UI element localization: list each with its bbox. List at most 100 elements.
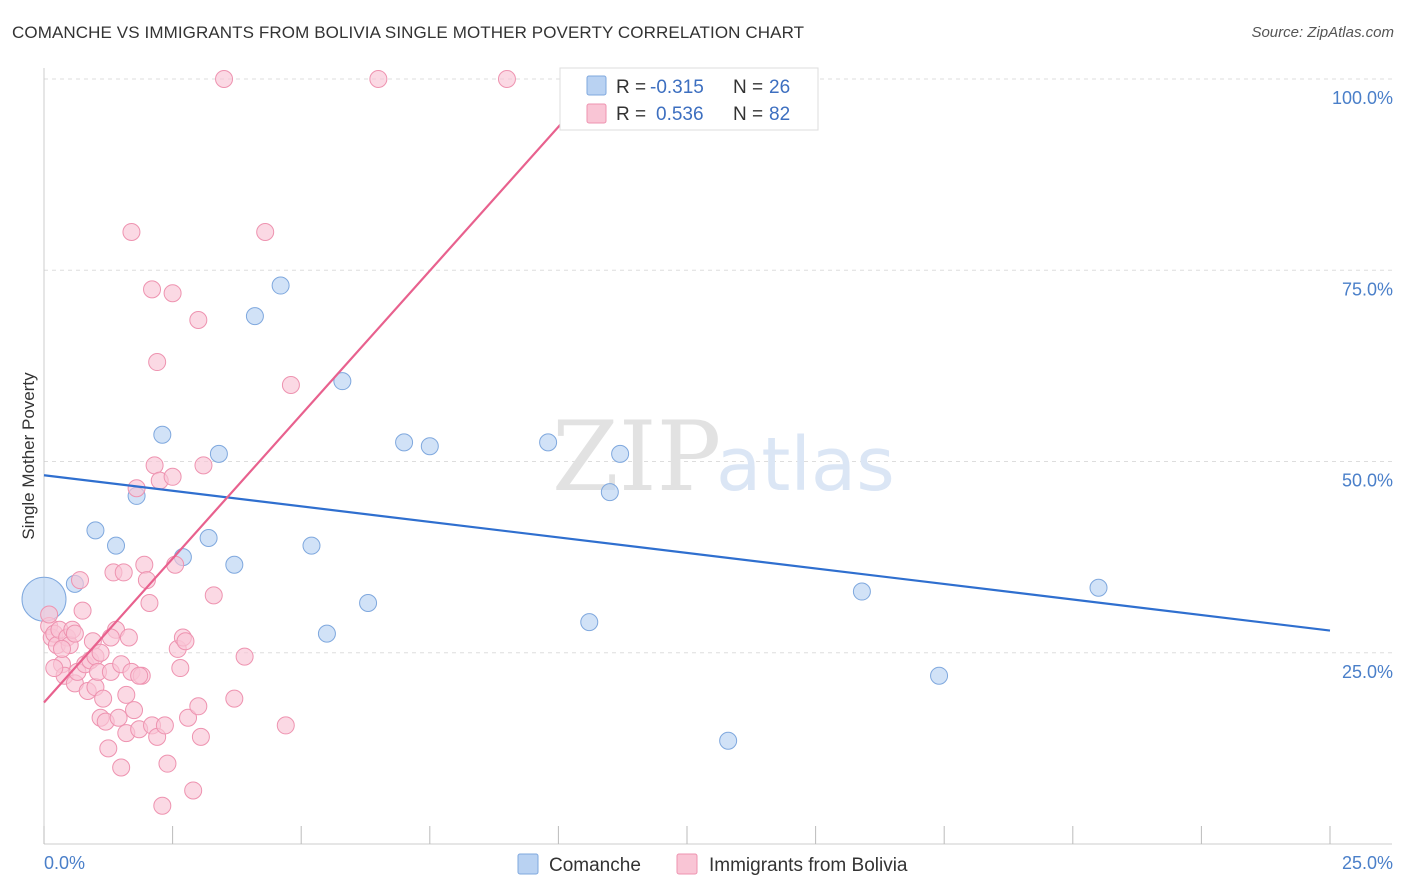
point-bolivia-68 [215, 70, 234, 88]
legend-bottom-bolivia: Immigrants from Bolivia [709, 855, 908, 876]
point-bolivia-56 [163, 284, 182, 303]
point-comanche-14 [333, 372, 352, 391]
legend-bottom-swatch-bolivia [676, 853, 698, 875]
point-comanche-21 [611, 444, 630, 463]
legend-r-label-comanche: R = [616, 77, 646, 98]
y-tick-label-2: 75.0% [1342, 279, 1393, 299]
point-bolivia-30 [109, 708, 128, 727]
legend-r-value-bolivia: 0.536 [656, 104, 704, 125]
point-bolivia-22 [91, 643, 110, 662]
point-bolivia-50 [155, 716, 174, 735]
point-comanche-15 [359, 594, 378, 613]
point-comanche-11 [271, 276, 290, 295]
legend-bottom: Comanche Immigrants from Bolivia [517, 853, 908, 876]
trend-line-bolivia [43, 120, 565, 704]
point-bolivia-55 [148, 353, 167, 372]
point-bolivia-44 [140, 594, 159, 613]
point-bolivia-52 [163, 467, 182, 486]
point-comanche-23 [852, 582, 871, 601]
point-comanche-7 [199, 529, 218, 547]
point-comanche-24 [930, 666, 949, 685]
x-tick-label-1: 25.0% [1342, 853, 1393, 873]
legend-r-value-comanche: -0.315 [650, 77, 704, 98]
x-tick-labels: 0.0% 25.0% [44, 853, 1393, 873]
point-bolivia-1 [40, 605, 59, 624]
point-bolivia-80 [45, 659, 64, 678]
point-comanche-19 [580, 613, 599, 632]
point-bolivia-41 [135, 555, 154, 574]
point-bolivia-32 [112, 758, 131, 777]
point-bolivia-76 [53, 639, 72, 658]
point-comanche-17 [420, 437, 439, 456]
source-label: Source: ZipAtlas.com [1251, 24, 1394, 41]
y-tick-label-0: 25.0% [1342, 662, 1393, 682]
legend-n-label-comanche: N = [733, 77, 763, 98]
point-comanche-5 [153, 425, 172, 444]
watermark: ZIP atlas [552, 401, 895, 513]
point-comanche-25 [1089, 578, 1108, 597]
point-bolivia-67 [204, 586, 223, 605]
trend-line-comanche [43, 474, 1331, 632]
legend-n-value-bolivia: 82 [769, 104, 790, 125]
point-bolivia-81 [117, 685, 136, 704]
point-bolivia-63 [189, 697, 208, 716]
point-comanche-16 [395, 433, 414, 452]
point-comanche-12 [302, 536, 321, 555]
legend-r-label-bolivia: R = [616, 104, 646, 125]
y-tick-labels: 25.0% 50.0% 75.0% 100.0% [1332, 88, 1393, 682]
point-bolivia-26 [99, 739, 118, 758]
grid-lines [44, 78, 1392, 654]
point-bolivia-77 [65, 624, 84, 643]
trend-lines [43, 120, 1331, 704]
point-bolivia-13 [71, 571, 90, 590]
legend-top: R = -0.315 N = 26 R = 0.536 N = 82 [559, 67, 819, 131]
y-tick-label-1: 50.0% [1342, 471, 1393, 491]
x-tick-label-0: 0.0% [44, 853, 85, 873]
point-bolivia-65 [194, 456, 213, 475]
legend-bottom-swatch-comanche [517, 853, 539, 875]
point-comanche-8 [209, 444, 228, 463]
point-bolivia-73 [276, 716, 295, 735]
point-comanche-10 [245, 307, 264, 326]
data-points [21, 70, 1108, 815]
point-bolivia-60 [176, 632, 195, 651]
point-bolivia-49 [153, 796, 172, 815]
point-comanche-13 [317, 624, 336, 643]
point-bolivia-58 [171, 659, 190, 678]
legend-n-value-comanche: 26 [769, 77, 790, 98]
point-comanche-20 [600, 483, 619, 502]
point-bolivia-14 [73, 601, 92, 620]
point-comanche-18 [539, 433, 558, 452]
point-bolivia-71 [256, 223, 275, 241]
point-bolivia-54 [143, 280, 162, 299]
point-comanche-2 [86, 521, 105, 540]
legend-bottom-comanche: Comanche [549, 855, 641, 876]
point-bolivia-79 [130, 666, 149, 685]
point-comanche-9 [225, 555, 244, 574]
chart-title: COMANCHE VS IMMIGRANTS FROM BOLIVIA SING… [12, 23, 805, 42]
point-bolivia-64 [191, 727, 210, 746]
legend-swatch-comanche [586, 75, 607, 96]
axes [43, 68, 1392, 845]
point-bolivia-70 [235, 647, 254, 666]
watermark-zip: ZIP [552, 401, 721, 513]
point-bolivia-72 [281, 376, 300, 394]
point-bolivia-24 [94, 689, 113, 708]
point-bolivia-46 [145, 456, 164, 475]
legend-n-label-bolivia: N = [733, 104, 763, 125]
point-bolivia-51 [158, 754, 177, 773]
point-bolivia-78 [101, 628, 120, 647]
point-bolivia-69 [225, 689, 244, 708]
watermark-atlas: atlas [716, 422, 895, 508]
point-comanche-22 [719, 731, 738, 750]
legend-swatch-bolivia [586, 103, 607, 124]
y-tick-label-3: 100.0% [1332, 88, 1393, 108]
point-bolivia-75 [497, 70, 516, 88]
point-comanche-3 [107, 536, 126, 555]
point-bolivia-53 [166, 555, 185, 574]
point-bolivia-66 [189, 310, 208, 329]
point-bolivia-74 [369, 70, 388, 88]
point-bolivia-33 [114, 563, 133, 582]
y-axis-label: Single Mother Poverty [19, 372, 38, 540]
